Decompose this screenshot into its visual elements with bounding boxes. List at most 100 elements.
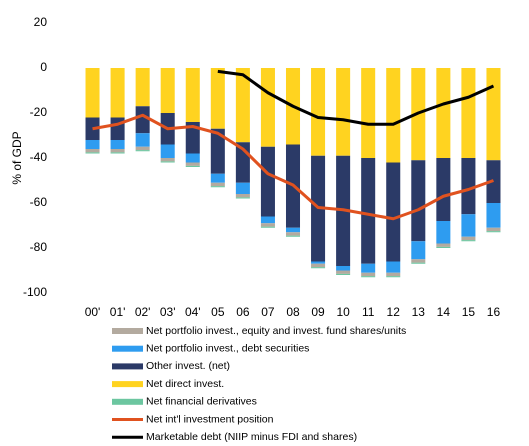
y-tick-label: -20: [30, 105, 48, 119]
bar-segment: [210, 128, 225, 174]
bar-segment: [336, 68, 351, 156]
bar-segment: [411, 262, 426, 264]
bar-segment: [486, 227, 501, 232]
legend-label: Net portfolio invest., debt securities: [146, 342, 309, 354]
bar-segment: [260, 146, 275, 217]
bar-segment: [110, 117, 125, 140]
legend-swatch: [112, 328, 143, 334]
bar-segment: [336, 270, 351, 274]
bar-segment: [185, 162, 200, 166]
legend-label: Net portfolio invest., equity and invest…: [146, 325, 406, 337]
bar-segment: [210, 182, 225, 187]
bar-segment: [411, 259, 426, 263]
bar-segment: [386, 261, 401, 273]
bar-segment: [210, 173, 225, 183]
bar-segment: [361, 272, 376, 277]
bar-segment: [110, 149, 125, 153]
bar-segment: [135, 106, 150, 134]
bar-segment: [411, 241, 426, 260]
bar-segment: [85, 117, 100, 140]
bar-segment: [336, 266, 351, 271]
x-tick-label: 04': [185, 305, 201, 319]
bar-segment: [160, 144, 175, 158]
bar-segment: [110, 152, 125, 154]
bar-segment: [461, 158, 476, 215]
x-tick-label: 08: [286, 305, 300, 319]
bar-segment: [85, 149, 100, 153]
bar-segment: [486, 68, 501, 161]
bar-segment: [285, 232, 301, 236]
bar-segment: [461, 240, 476, 242]
legend-label: Net int'l investment position: [146, 413, 274, 425]
bar-segment: [311, 263, 326, 268]
x-tick-label: 02': [135, 305, 151, 319]
bar-segment: [486, 231, 501, 233]
bar-segment: [361, 276, 376, 278]
y-tick-label: 0: [40, 60, 47, 74]
y-tick-label: -60: [30, 195, 48, 209]
legend-swatch: [112, 398, 143, 405]
y-tick-label: 20: [34, 15, 48, 29]
legend-label: Net direct invest.: [146, 378, 224, 390]
bar-segment: [336, 273, 351, 275]
legend-swatch: [112, 381, 143, 388]
y-tick-label: -100: [23, 285, 47, 299]
bar-segment: [235, 194, 250, 198]
bar-segment: [160, 158, 175, 162]
bar-segment: [386, 272, 401, 277]
legend-swatch: [112, 363, 143, 370]
x-tick-label: 12: [387, 305, 401, 319]
legend-label: Net financial derivatives: [146, 396, 257, 408]
bar-segment: [235, 197, 250, 199]
bar-segment: [185, 165, 200, 167]
x-tick-label: 11: [362, 305, 375, 319]
bar-segment: [260, 216, 275, 224]
bar-segment: [361, 263, 376, 273]
bar-segment: [361, 68, 376, 158]
bar-segment: [311, 267, 326, 269]
bar-segment: [285, 227, 301, 233]
x-tick-label: 01': [110, 305, 126, 319]
bar-segment: [386, 276, 401, 278]
bar-segment: [210, 186, 225, 188]
bar-segment: [311, 68, 326, 156]
legend-label: Marketable debt (NIIP minus FDI and shar…: [146, 431, 357, 443]
x-tick-label: 16: [487, 305, 501, 319]
bar-segment: [386, 68, 401, 163]
x-tick-label: 10: [336, 305, 350, 319]
x-tick-label: 13: [412, 305, 426, 319]
legend-label: Other invest. (net): [146, 360, 230, 372]
bar-segment: [235, 182, 250, 194]
bar-segment: [461, 68, 476, 158]
bar-segment: [185, 68, 200, 122]
bar-segment: [386, 162, 401, 262]
bar-segment: [185, 122, 200, 154]
bar-segment: [85, 68, 100, 118]
bar-segment: [160, 161, 175, 163]
bar-segment: [160, 68, 175, 113]
x-tick-label: 05: [211, 305, 225, 319]
bar-segment: [486, 203, 501, 228]
bar-segment: [135, 133, 150, 147]
bar-segment: [235, 68, 250, 143]
bar-segment: [436, 158, 451, 221]
x-tick-label: 03': [160, 305, 176, 319]
x-tick-label: 15: [462, 305, 476, 319]
bar-segment: [411, 160, 426, 242]
bar-segment: [135, 150, 150, 152]
y-axis-label: % of GDP: [10, 131, 24, 184]
bar-segment: [210, 68, 225, 129]
bar-segment: [260, 68, 275, 147]
bar-segment: [461, 236, 476, 241]
x-tick-label: 14: [437, 305, 451, 319]
bar-segment: [260, 223, 275, 227]
bar-segment: [135, 68, 150, 107]
legend-swatch: [112, 345, 143, 352]
x-tick-label: 07: [261, 305, 275, 319]
bar-segment: [436, 243, 451, 247]
bar-segment: [361, 158, 376, 264]
line: [217, 69, 495, 126]
bar-segment: [311, 261, 326, 264]
line: [92, 113, 494, 221]
y-tick-label: -40: [30, 150, 48, 164]
